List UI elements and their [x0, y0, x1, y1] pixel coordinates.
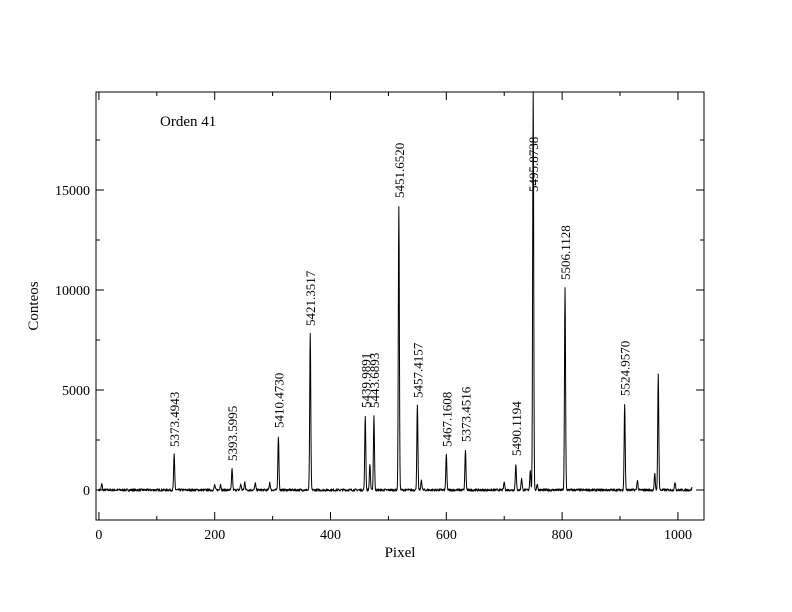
- line-labels: 5373.4943 5393.5995 5410.4730 5421.3517 5439…: [167, 137, 632, 461]
- line-label: 5393.5995: [225, 406, 240, 461]
- y-axis-title: Conteos: [26, 281, 42, 330]
- line-label: 5467.1608: [439, 392, 454, 447]
- x-tick-label: 200: [204, 528, 225, 543]
- line-label: 5495.8738: [526, 137, 541, 192]
- spectrum-series: [98, 91, 693, 492]
- spectrum-line: [98, 91, 693, 492]
- x-axis-title: Pixel: [385, 545, 416, 561]
- line-label: 5490.1194: [509, 401, 524, 456]
- line-label: 5506.1128: [558, 225, 573, 280]
- x-tick-label: 400: [320, 528, 341, 543]
- x-tick-label: 1000: [664, 528, 692, 543]
- y-tick-label: 0: [83, 484, 90, 499]
- x-tick-label: 0: [95, 528, 102, 543]
- y-tick-label: 10000: [55, 284, 90, 299]
- line-label: 5373.4516: [458, 386, 473, 442]
- y-tick-label: 15000: [55, 184, 90, 199]
- order-annotation: Orden 41: [160, 114, 216, 130]
- y-tick-label: 5000: [62, 384, 90, 399]
- line-label: 5457.4157: [410, 342, 425, 398]
- x-tick-label: 600: [436, 528, 457, 543]
- line-label: 5410.4730: [271, 373, 286, 428]
- line-label: 5451.6520: [392, 143, 407, 198]
- line-label: 5443.6893: [367, 353, 382, 408]
- plot-frame: [95, 91, 705, 521]
- line-label: 5421.3517: [303, 270, 318, 326]
- line-label: 5524.9570: [618, 341, 633, 396]
- x-tick-label: 800: [552, 528, 573, 543]
- line-label: 5373.4943: [167, 392, 182, 447]
- line-label: 5439.9891: [358, 353, 373, 408]
